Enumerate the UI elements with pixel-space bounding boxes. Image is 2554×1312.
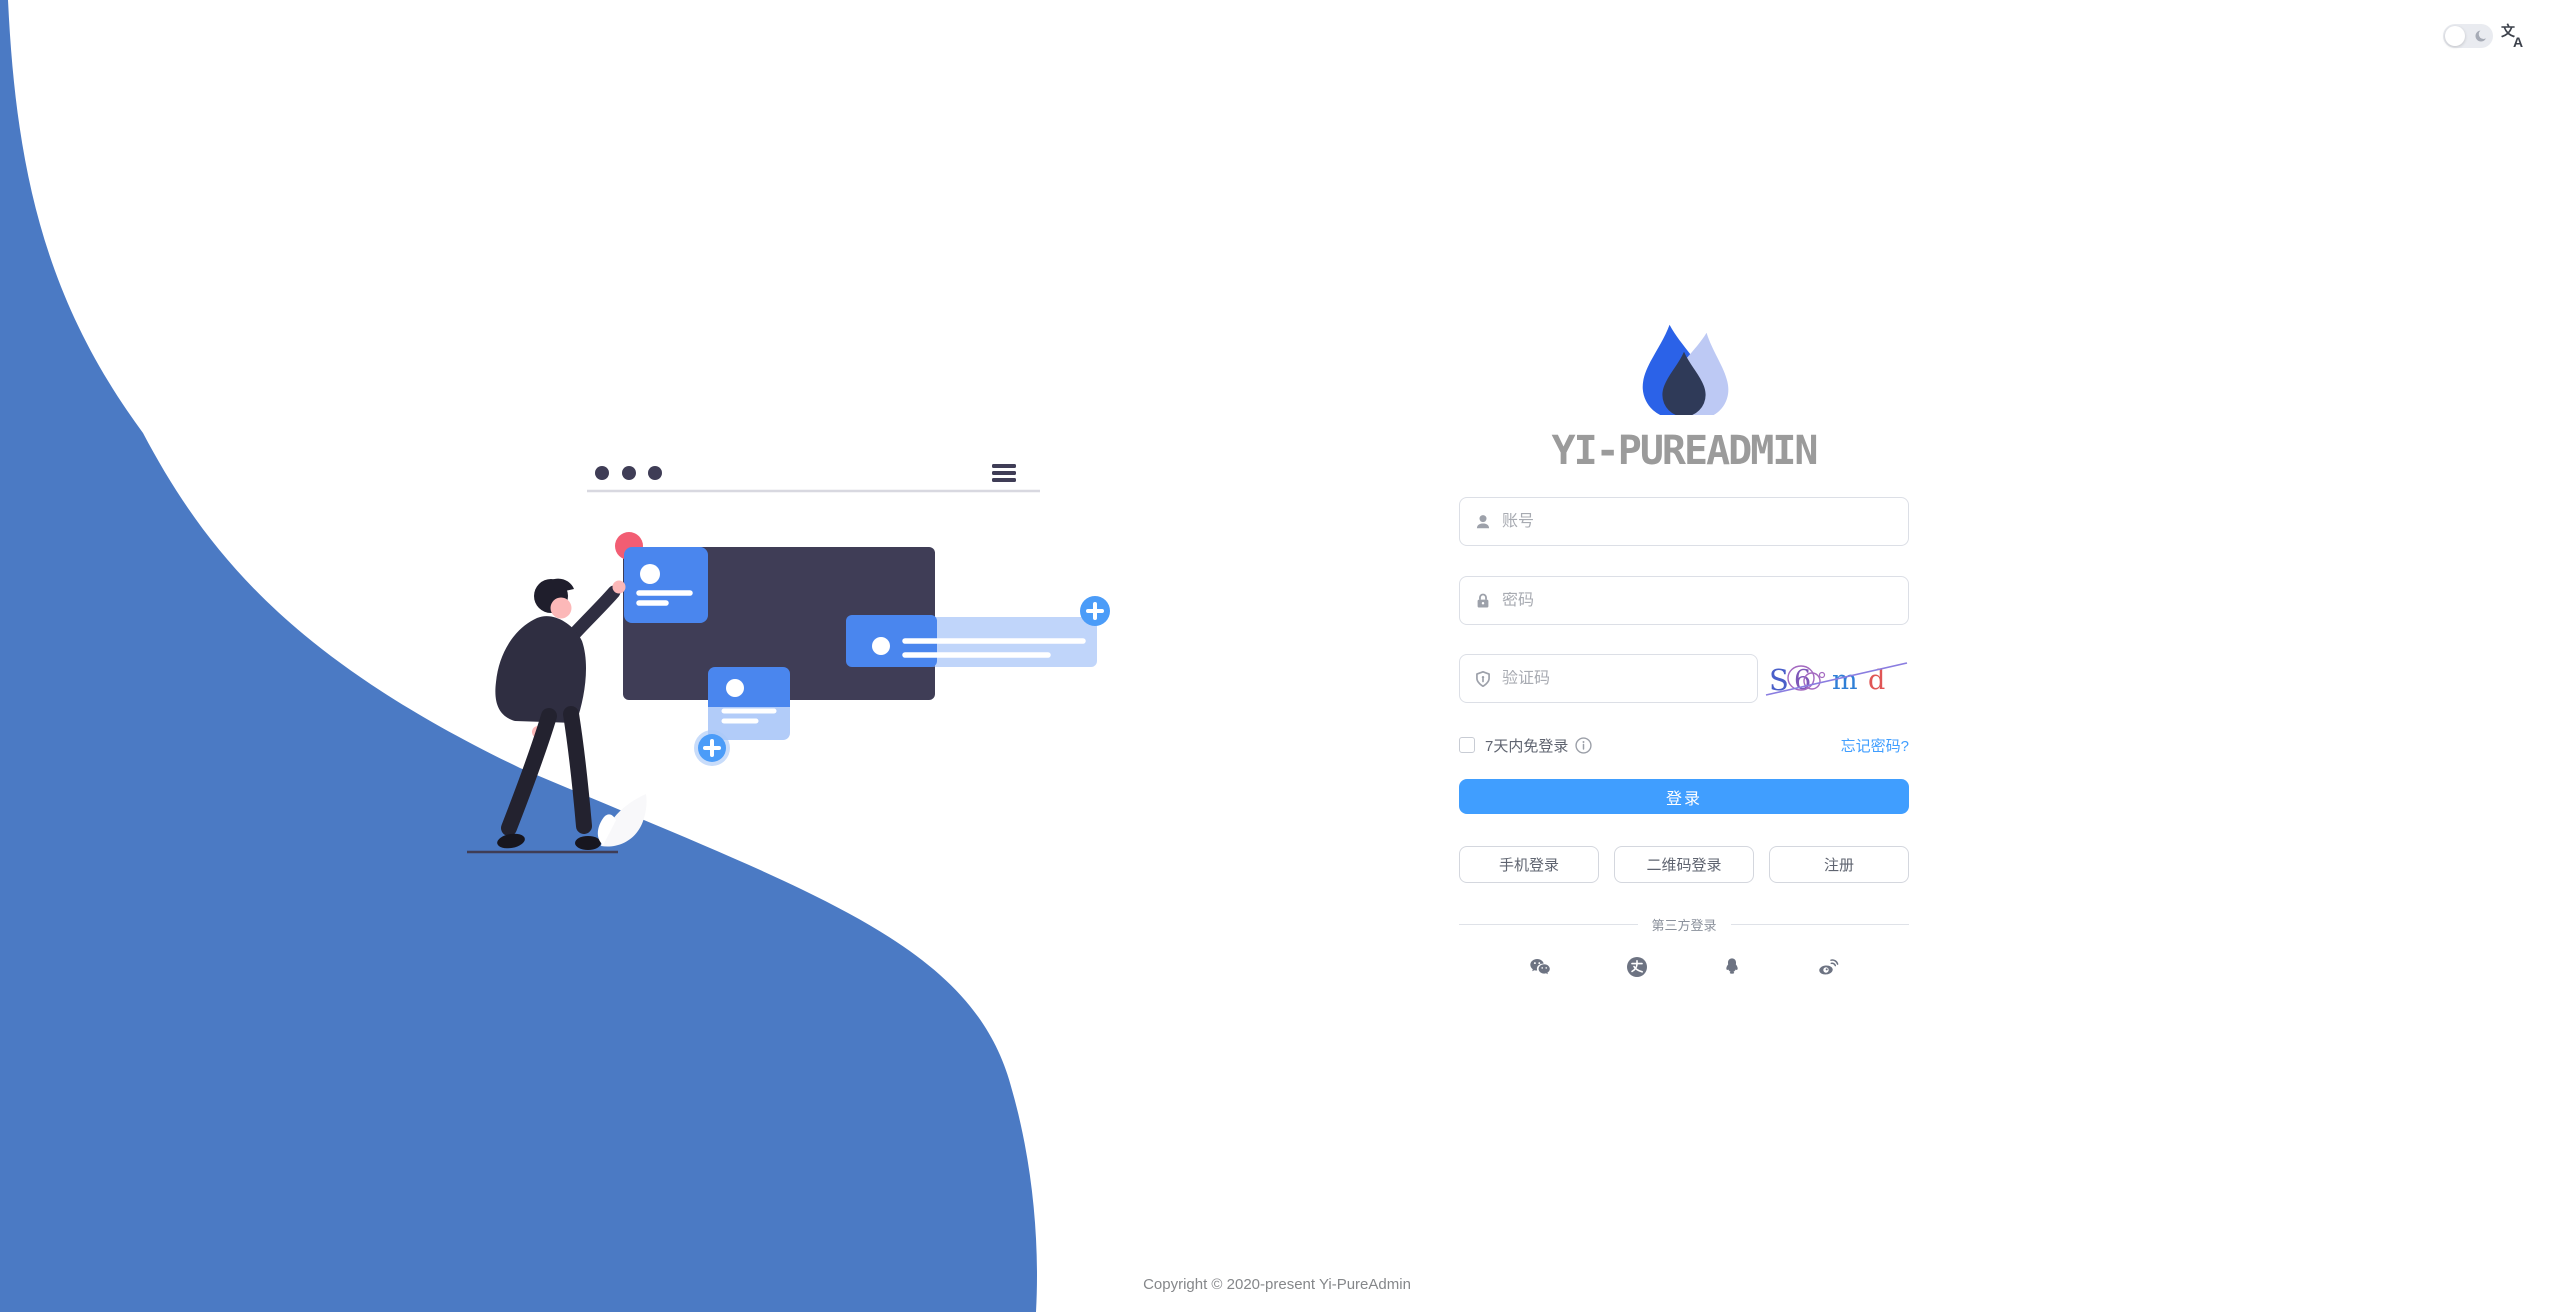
weibo-login-button[interactable] xyxy=(1815,955,1841,979)
svg-text:d: d xyxy=(1868,665,1885,696)
qq-login-button[interactable] xyxy=(1721,955,1743,979)
logo-drop-dark xyxy=(1662,351,1706,415)
qrcode-login-button[interactable]: 二维码登录 xyxy=(1614,846,1754,883)
copyright: Copyright © 2020-present Yi-PureAdmin xyxy=(1143,1276,1411,1293)
user-icon xyxy=(1474,513,1492,531)
options-row: 7天内免登录 忘记密码? xyxy=(1459,734,1909,756)
illustration-pink-dot xyxy=(615,532,643,560)
shield-icon xyxy=(1474,670,1492,688)
app-logo xyxy=(1459,313,1909,415)
theme-controls: 文 A xyxy=(2443,23,2528,49)
login-button[interactable]: 登录 xyxy=(1459,779,1909,814)
moon-icon xyxy=(2474,29,2488,43)
translate-icon: 文 A xyxy=(2501,23,2523,49)
remember-checkbox[interactable] xyxy=(1459,737,1475,753)
info-icon[interactable] xyxy=(1575,736,1592,754)
third-party-divider: 第三方登录 xyxy=(1459,914,1910,934)
illustration-leaf xyxy=(597,794,647,847)
language-switcher[interactable]: 文 A xyxy=(2501,23,2528,49)
illustration-profile-card-bottom xyxy=(708,667,790,740)
illustration-profile-card-top xyxy=(624,547,708,623)
wechat-login-button[interactable] xyxy=(1527,955,1553,979)
social-login-row xyxy=(1459,953,1909,981)
captcha-image[interactable]: S 6 m d xyxy=(1764,657,1909,700)
username-input[interactable] xyxy=(1502,512,1896,531)
weibo-icon xyxy=(1819,959,1839,975)
alipay-login-button[interactable] xyxy=(1625,955,1649,979)
login-panel: YI-PUREADMIN xyxy=(1459,313,1910,1013)
illustration-person xyxy=(495,578,626,850)
password-input[interactable] xyxy=(1502,591,1896,610)
remember-label: 7天内免登录 xyxy=(1485,737,1569,755)
browser-dots-icon xyxy=(595,466,662,480)
dark-mode-toggle[interactable] xyxy=(2443,24,2493,48)
illustration-banner-card xyxy=(846,615,1097,667)
svg-text:文: 文 xyxy=(2501,23,2516,39)
register-button[interactable]: 注册 xyxy=(1769,846,1909,883)
svg-text:6: 6 xyxy=(1794,665,1811,696)
plus-badge-right-icon xyxy=(1080,596,1110,626)
plus-badge-bottom-icon xyxy=(694,730,730,766)
svg-text:S: S xyxy=(1769,663,1789,697)
app-title: YI-PUREADMIN xyxy=(1551,428,1819,474)
toggle-knob xyxy=(2445,26,2465,46)
illustration-dark-window xyxy=(623,547,935,700)
wechat-icon xyxy=(1530,959,1550,975)
alt-login-row: 手机登录 二维码登录 注册 xyxy=(1459,846,1909,883)
phone-login-button[interactable]: 手机登录 xyxy=(1459,846,1599,883)
divider-line-left xyxy=(1459,923,1638,925)
qq-icon xyxy=(1726,958,1738,974)
third-party-label: 第三方登录 xyxy=(1651,917,1717,933)
username-field-wrap xyxy=(1459,497,1909,546)
hamburger-menu-icon xyxy=(992,464,1016,482)
captcha-row: S 6 m d xyxy=(1459,654,1909,703)
captcha-input[interactable] xyxy=(1502,669,1745,688)
password-field-wrap xyxy=(1459,576,1909,625)
svg-text:A: A xyxy=(2513,34,2523,49)
svg-text:m: m xyxy=(1832,665,1858,696)
alipay-icon xyxy=(1627,957,1647,977)
captcha-field-wrap xyxy=(1459,654,1758,703)
forgot-password-link[interactable]: 忘记密码? xyxy=(1840,737,1909,755)
lock-icon xyxy=(1474,592,1492,610)
divider-line-right xyxy=(1730,923,1910,925)
